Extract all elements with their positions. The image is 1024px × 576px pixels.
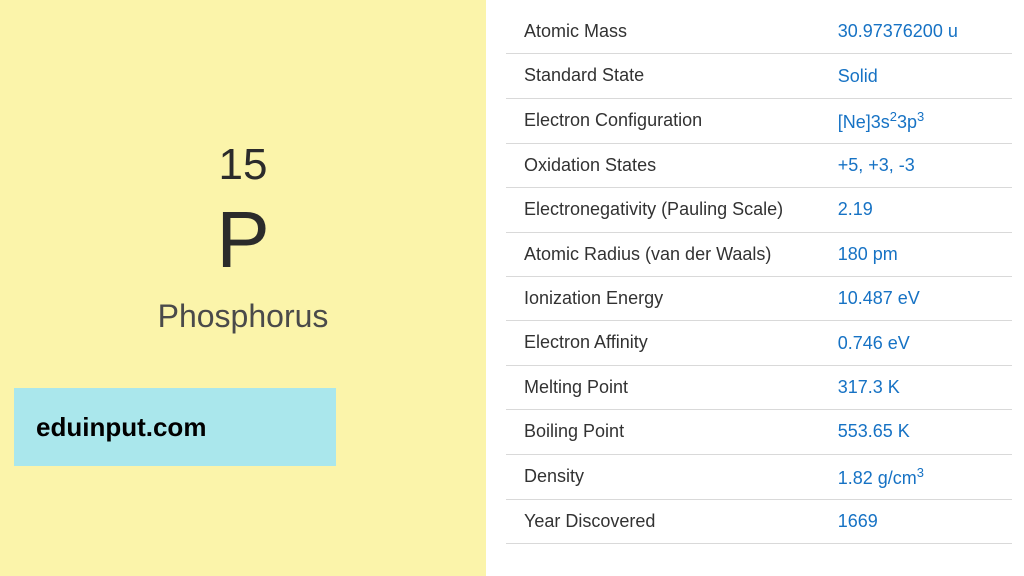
property-label: Year Discovered <box>506 499 820 543</box>
property-value: +5, +3, -3 <box>820 143 1012 187</box>
table-row: Density1.82 g/cm3 <box>506 454 1012 499</box>
table-row: Ionization Energy10.487 eV <box>506 276 1012 320</box>
table-row: Atomic Mass30.97376200 u <box>506 10 1012 54</box>
properties-table: Atomic Mass30.97376200 uStandard StateSo… <box>506 10 1012 544</box>
table-row: Melting Point317.3 K <box>506 365 1012 409</box>
property-label: Atomic Radius (van der Waals) <box>506 232 820 276</box>
property-value: 1669 <box>820 499 1012 543</box>
element-name: Phosphorus <box>158 298 329 335</box>
property-value: 2.19 <box>820 188 1012 232</box>
property-value: 30.97376200 u <box>820 10 1012 54</box>
property-value: Solid <box>820 54 1012 98</box>
watermark-label: eduinput.com <box>14 388 336 466</box>
table-row: Standard StateSolid <box>506 54 1012 98</box>
property-value: 10.487 eV <box>820 276 1012 320</box>
property-label: Ionization Energy <box>506 276 820 320</box>
table-row: Boiling Point553.65 K <box>506 410 1012 454</box>
property-value: 1.82 g/cm3 <box>820 454 1012 499</box>
property-label: Melting Point <box>506 365 820 409</box>
table-row: Oxidation States+5, +3, -3 <box>506 143 1012 187</box>
table-row: Atomic Radius (van der Waals)180 pm <box>506 232 1012 276</box>
element-tile: 15 P Phosphorus eduinput.com <box>0 0 486 576</box>
table-row: Electron Affinity0.746 eV <box>506 321 1012 365</box>
table-row: Electron Configuration[Ne]3s23p3 <box>506 98 1012 143</box>
property-value: 0.746 eV <box>820 321 1012 365</box>
property-value: [Ne]3s23p3 <box>820 98 1012 143</box>
property-value: 317.3 K <box>820 365 1012 409</box>
atomic-number: 15 <box>219 140 268 190</box>
property-label: Electron Configuration <box>506 98 820 143</box>
element-symbol: P <box>216 200 269 280</box>
property-label: Density <box>506 454 820 499</box>
property-label: Standard State <box>506 54 820 98</box>
property-label: Electronegativity (Pauling Scale) <box>506 188 820 232</box>
property-label: Atomic Mass <box>506 10 820 54</box>
property-value: 553.65 K <box>820 410 1012 454</box>
property-label: Electron Affinity <box>506 321 820 365</box>
property-label: Oxidation States <box>506 143 820 187</box>
property-label: Boiling Point <box>506 410 820 454</box>
table-row: Electronegativity (Pauling Scale)2.19 <box>506 188 1012 232</box>
properties-panel: Atomic Mass30.97376200 uStandard StateSo… <box>486 0 1024 576</box>
table-row: Year Discovered1669 <box>506 499 1012 543</box>
property-value: 180 pm <box>820 232 1012 276</box>
